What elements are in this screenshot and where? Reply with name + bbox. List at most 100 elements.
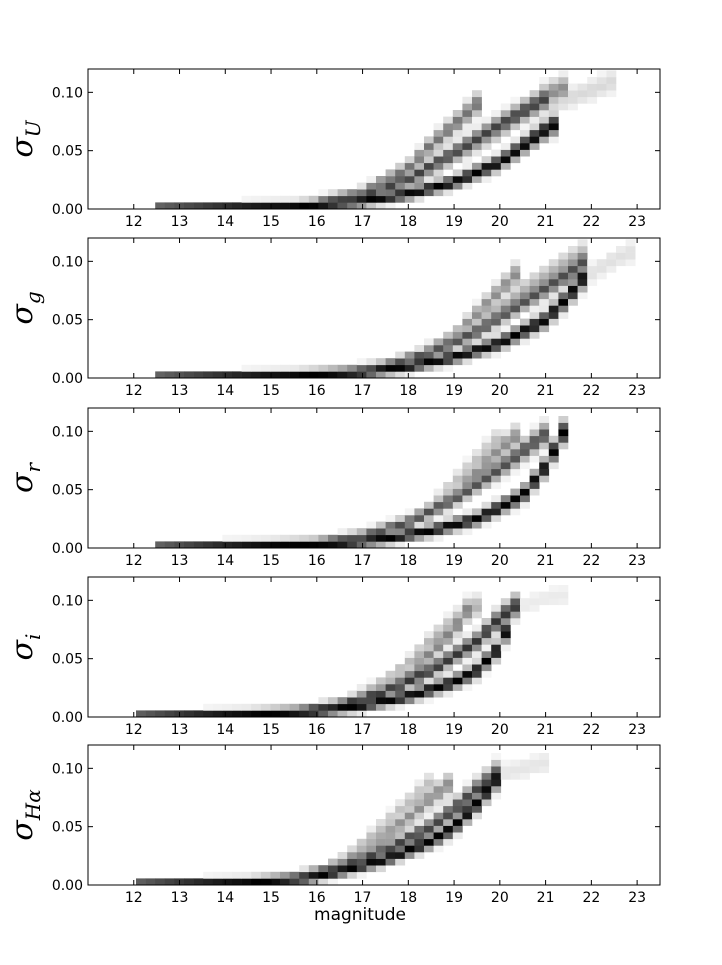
- density-cell: [366, 195, 377, 203]
- density-cell: [510, 449, 521, 456]
- density-cell: [491, 162, 502, 170]
- density-cell: [462, 182, 473, 190]
- density-cell: [596, 272, 607, 280]
- density-cell: [596, 70, 607, 78]
- density-cell: [472, 664, 482, 672]
- density-cell: [433, 838, 444, 846]
- density-cell: [481, 475, 492, 483]
- density-cell: [414, 779, 425, 787]
- density-cell: [558, 272, 569, 280]
- density-cell: [414, 195, 425, 203]
- density-cell: [462, 684, 473, 691]
- density-cell: [548, 110, 559, 117]
- density-cell: [568, 272, 578, 280]
- density-cell: [577, 252, 588, 260]
- density-cell: [376, 182, 386, 190]
- density-cell: [424, 677, 434, 685]
- density-cell: [452, 123, 463, 131]
- density-cell: [376, 865, 386, 873]
- x-tick-label: 13: [171, 890, 189, 906]
- density-cell: [395, 189, 406, 197]
- density-cell: [452, 618, 463, 625]
- density-cell: [510, 279, 521, 286]
- density-cell: [462, 338, 473, 346]
- density-cell: [577, 292, 588, 300]
- density-cell: [462, 488, 473, 496]
- density-cell: [529, 429, 540, 437]
- x-tick-label: 15: [262, 214, 280, 230]
- density-cell: [376, 528, 386, 536]
- density-cell: [462, 819, 473, 826]
- density-cell: [424, 351, 434, 359]
- density-cell: [385, 528, 396, 536]
- x-tick-label: 19: [445, 383, 463, 399]
- density-cell: [280, 202, 290, 209]
- density-cell: [491, 657, 502, 665]
- density-cell: [491, 156, 502, 164]
- density-cell: [529, 766, 540, 774]
- y-tick-label: 0.00: [52, 371, 83, 387]
- density-cell: [462, 591, 473, 599]
- density-cell: [462, 331, 473, 339]
- density-cell: [529, 103, 540, 111]
- density-cell: [491, 312, 502, 319]
- density-cell: [414, 149, 425, 157]
- density-cell: [548, 585, 559, 592]
- density-cell: [260, 710, 271, 717]
- density-cell: [500, 495, 511, 503]
- density-cell: [481, 116, 492, 124]
- density-cell: [280, 878, 290, 885]
- density-cell: [289, 202, 300, 209]
- density-cell: [433, 508, 444, 516]
- density-cell: [500, 759, 511, 767]
- density-cell: [462, 521, 473, 529]
- density-cell: [539, 312, 550, 319]
- density-cell: [520, 149, 530, 157]
- density-cell: [366, 358, 377, 366]
- density-cell: [260, 871, 271, 879]
- density-cell: [462, 651, 473, 658]
- density-cell: [462, 799, 473, 807]
- density-cell: [251, 202, 262, 209]
- density-cell: [520, 292, 530, 300]
- density-cell: [558, 422, 569, 430]
- density-cell: [462, 176, 473, 183]
- density-cell: [452, 325, 463, 333]
- density-cell: [299, 541, 310, 548]
- density-cell: [500, 143, 511, 150]
- density-cell: [558, 285, 569, 293]
- density-cell: [472, 515, 482, 522]
- density-cell: [424, 697, 434, 705]
- density-cell: [376, 534, 386, 542]
- density-cell: [433, 624, 444, 632]
- x-tick-label: 16: [308, 890, 326, 906]
- density-cell: [347, 364, 358, 372]
- density-cell: [452, 116, 463, 124]
- density-cell: [500, 162, 511, 170]
- density-cell: [462, 618, 473, 625]
- y-axis-label: σi: [5, 634, 45, 661]
- density-cell: [472, 312, 482, 319]
- density-cell: [510, 96, 521, 104]
- density-cell: [318, 865, 329, 873]
- density-cell: [558, 435, 569, 443]
- y-tick-label: 0.10: [52, 85, 83, 101]
- density-cell: [308, 371, 319, 378]
- density-cell: [491, 651, 502, 658]
- density-cell: [443, 338, 454, 346]
- density-cell: [481, 772, 492, 780]
- density-cells: [136, 585, 569, 717]
- density-cell: [308, 195, 319, 203]
- density-cell: [337, 528, 348, 536]
- density-cell: [472, 637, 482, 645]
- density-cell: [203, 871, 214, 879]
- density-cell: [481, 644, 492, 652]
- density-cell: [452, 475, 463, 483]
- density-cell: [424, 812, 434, 820]
- x-tick-label: 12: [125, 214, 143, 230]
- density-cell: [241, 878, 252, 885]
- density-cell: [414, 162, 425, 170]
- density-cell: [347, 710, 358, 717]
- density-cell: [472, 591, 482, 599]
- y-tick-label: 0.05: [52, 144, 83, 160]
